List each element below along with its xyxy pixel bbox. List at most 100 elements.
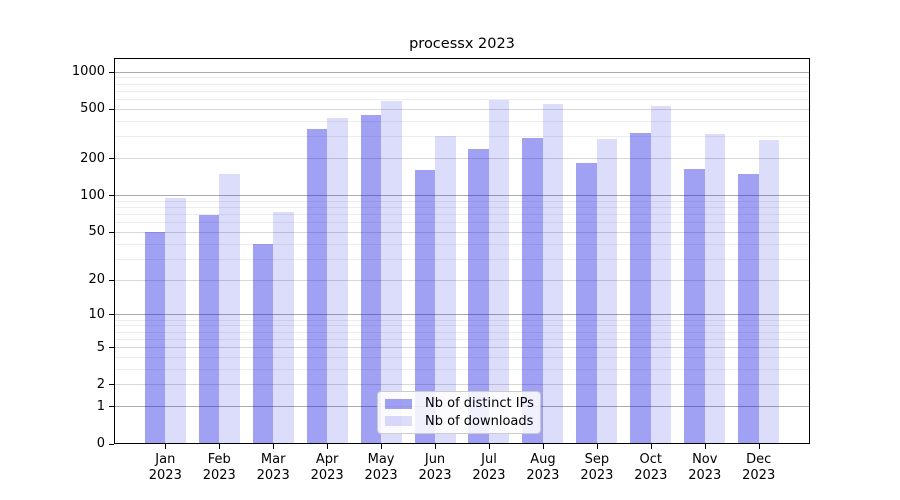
y-tick	[109, 406, 114, 408]
legend-swatch-icon	[385, 416, 412, 427]
y-tick-label: 1	[96, 398, 105, 414]
x-tick-label: Oct 2023	[634, 452, 668, 483]
gridline-y-2	[114, 384, 810, 386]
legend: Nb of distinct IPs Nb of downloads	[377, 391, 541, 434]
gridline-y-80	[114, 206, 810, 208]
bar-downloads-apr	[327, 118, 348, 444]
y-tick-label: 100	[80, 187, 105, 203]
bar-downloads-feb	[219, 173, 240, 444]
gridline-y-10	[114, 314, 810, 316]
gridline-y-5	[114, 347, 810, 349]
bar-downloads-nov	[704, 133, 726, 444]
legend-swatch-icon	[385, 398, 412, 409]
gridline-y-6	[114, 338, 810, 340]
bar-ips-oct	[630, 133, 651, 444]
legend-label: Nb of distinct IPs	[425, 396, 534, 412]
y-tick	[109, 384, 114, 386]
y-tick	[109, 231, 114, 233]
bar-ips-aug	[522, 137, 543, 444]
x-tick-label: Aug 2023	[526, 452, 560, 483]
x-tick	[596, 444, 598, 449]
y-tick	[109, 279, 114, 281]
gridline-y-8	[114, 325, 810, 327]
bar-ips-may	[360, 115, 382, 444]
gridline-y-7	[114, 331, 810, 333]
bar-ips-feb	[198, 214, 220, 444]
bar-downloads-oct	[650, 105, 672, 444]
bar-ips-jan	[144, 232, 166, 444]
gridline-y-800	[114, 83, 810, 85]
x-tick	[219, 444, 221, 449]
bar-ips-jun	[414, 170, 436, 444]
gridline-y-600	[114, 99, 810, 101]
bar-downloads-aug	[542, 104, 564, 444]
x-tick-label: Jan 2023	[148, 452, 182, 483]
legend-row: Nb of distinct IPs	[385, 396, 534, 412]
x-tick-label: Mar 2023	[256, 452, 290, 483]
x-tick	[165, 444, 167, 449]
bar-downloads-dec	[758, 139, 780, 444]
gridline-y-90	[114, 200, 810, 202]
x-tick-label: Sep 2023	[580, 452, 614, 483]
y-tick-label: 1000	[71, 64, 105, 80]
gridline-y-30	[114, 258, 810, 260]
y-tick-label: 200	[80, 150, 105, 166]
x-tick-label: Feb 2023	[202, 452, 236, 483]
gridline-y-300	[114, 136, 810, 138]
gridline-y-40	[114, 243, 810, 245]
x-tick-label: Jul 2023	[472, 452, 506, 483]
bar-downloads-jan	[165, 198, 186, 444]
gridline-y-500	[114, 108, 810, 110]
bar-ips-nov	[684, 169, 705, 444]
y-tick-label: 2	[96, 376, 105, 392]
legend-label: Nb of downloads	[425, 413, 534, 429]
gridline-y-20	[114, 279, 810, 281]
y-tick	[109, 443, 114, 445]
x-tick-label: Dec 2023	[742, 452, 776, 483]
x-tick-label: May 2023	[364, 452, 398, 483]
x-tick	[704, 444, 706, 449]
bar-downloads-sep	[596, 138, 618, 444]
legend-row: Nb of downloads	[385, 414, 533, 429]
gridline-y-70	[114, 214, 810, 216]
plot-area: Nb of distinct IPs Nb of downloads	[114, 58, 810, 444]
gridline-y-400	[114, 120, 810, 122]
bar-ips-sep	[576, 162, 597, 444]
bar-ips-mar	[252, 244, 274, 444]
chart-title: processx 2023	[409, 36, 515, 52]
y-tick-label: 20	[88, 272, 105, 288]
y-tick-label: 10	[88, 306, 105, 322]
bar-downloads-jul	[488, 99, 510, 444]
x-tick-label: Apr 2023	[310, 452, 344, 483]
x-tick	[542, 444, 544, 449]
bar-ips-apr	[306, 129, 328, 444]
x-tick	[273, 444, 275, 449]
x-tick	[381, 444, 383, 449]
bar-downloads-may	[381, 101, 402, 444]
x-tick	[758, 444, 760, 449]
gridline-y-1000	[114, 71, 810, 73]
gridline-y-9	[114, 319, 810, 321]
gridline-y-60	[114, 222, 810, 224]
x-tick	[650, 444, 652, 449]
y-tick	[109, 158, 114, 160]
y-tick	[109, 314, 114, 316]
bar-downloads-mar	[273, 212, 294, 444]
x-tick-label: Nov 2023	[688, 452, 722, 483]
x-tick	[435, 444, 437, 449]
y-tick-label: 50	[88, 224, 105, 240]
x-tick-label: Jun 2023	[418, 452, 452, 483]
y-tick	[109, 347, 114, 349]
gridline-y-900	[114, 77, 810, 79]
gridline-y-100	[114, 195, 810, 197]
gridline-y-4	[114, 356, 810, 358]
gridline-y-700	[114, 90, 810, 92]
y-tick-label: 5	[96, 339, 105, 355]
bar-downloads-jun	[435, 135, 456, 444]
gridline-y-200	[114, 158, 810, 160]
bar-ips-jul	[468, 148, 489, 444]
y-tick-label: 500	[80, 101, 105, 117]
y-tick	[109, 195, 114, 197]
y-tick-label: 0	[96, 436, 105, 451]
